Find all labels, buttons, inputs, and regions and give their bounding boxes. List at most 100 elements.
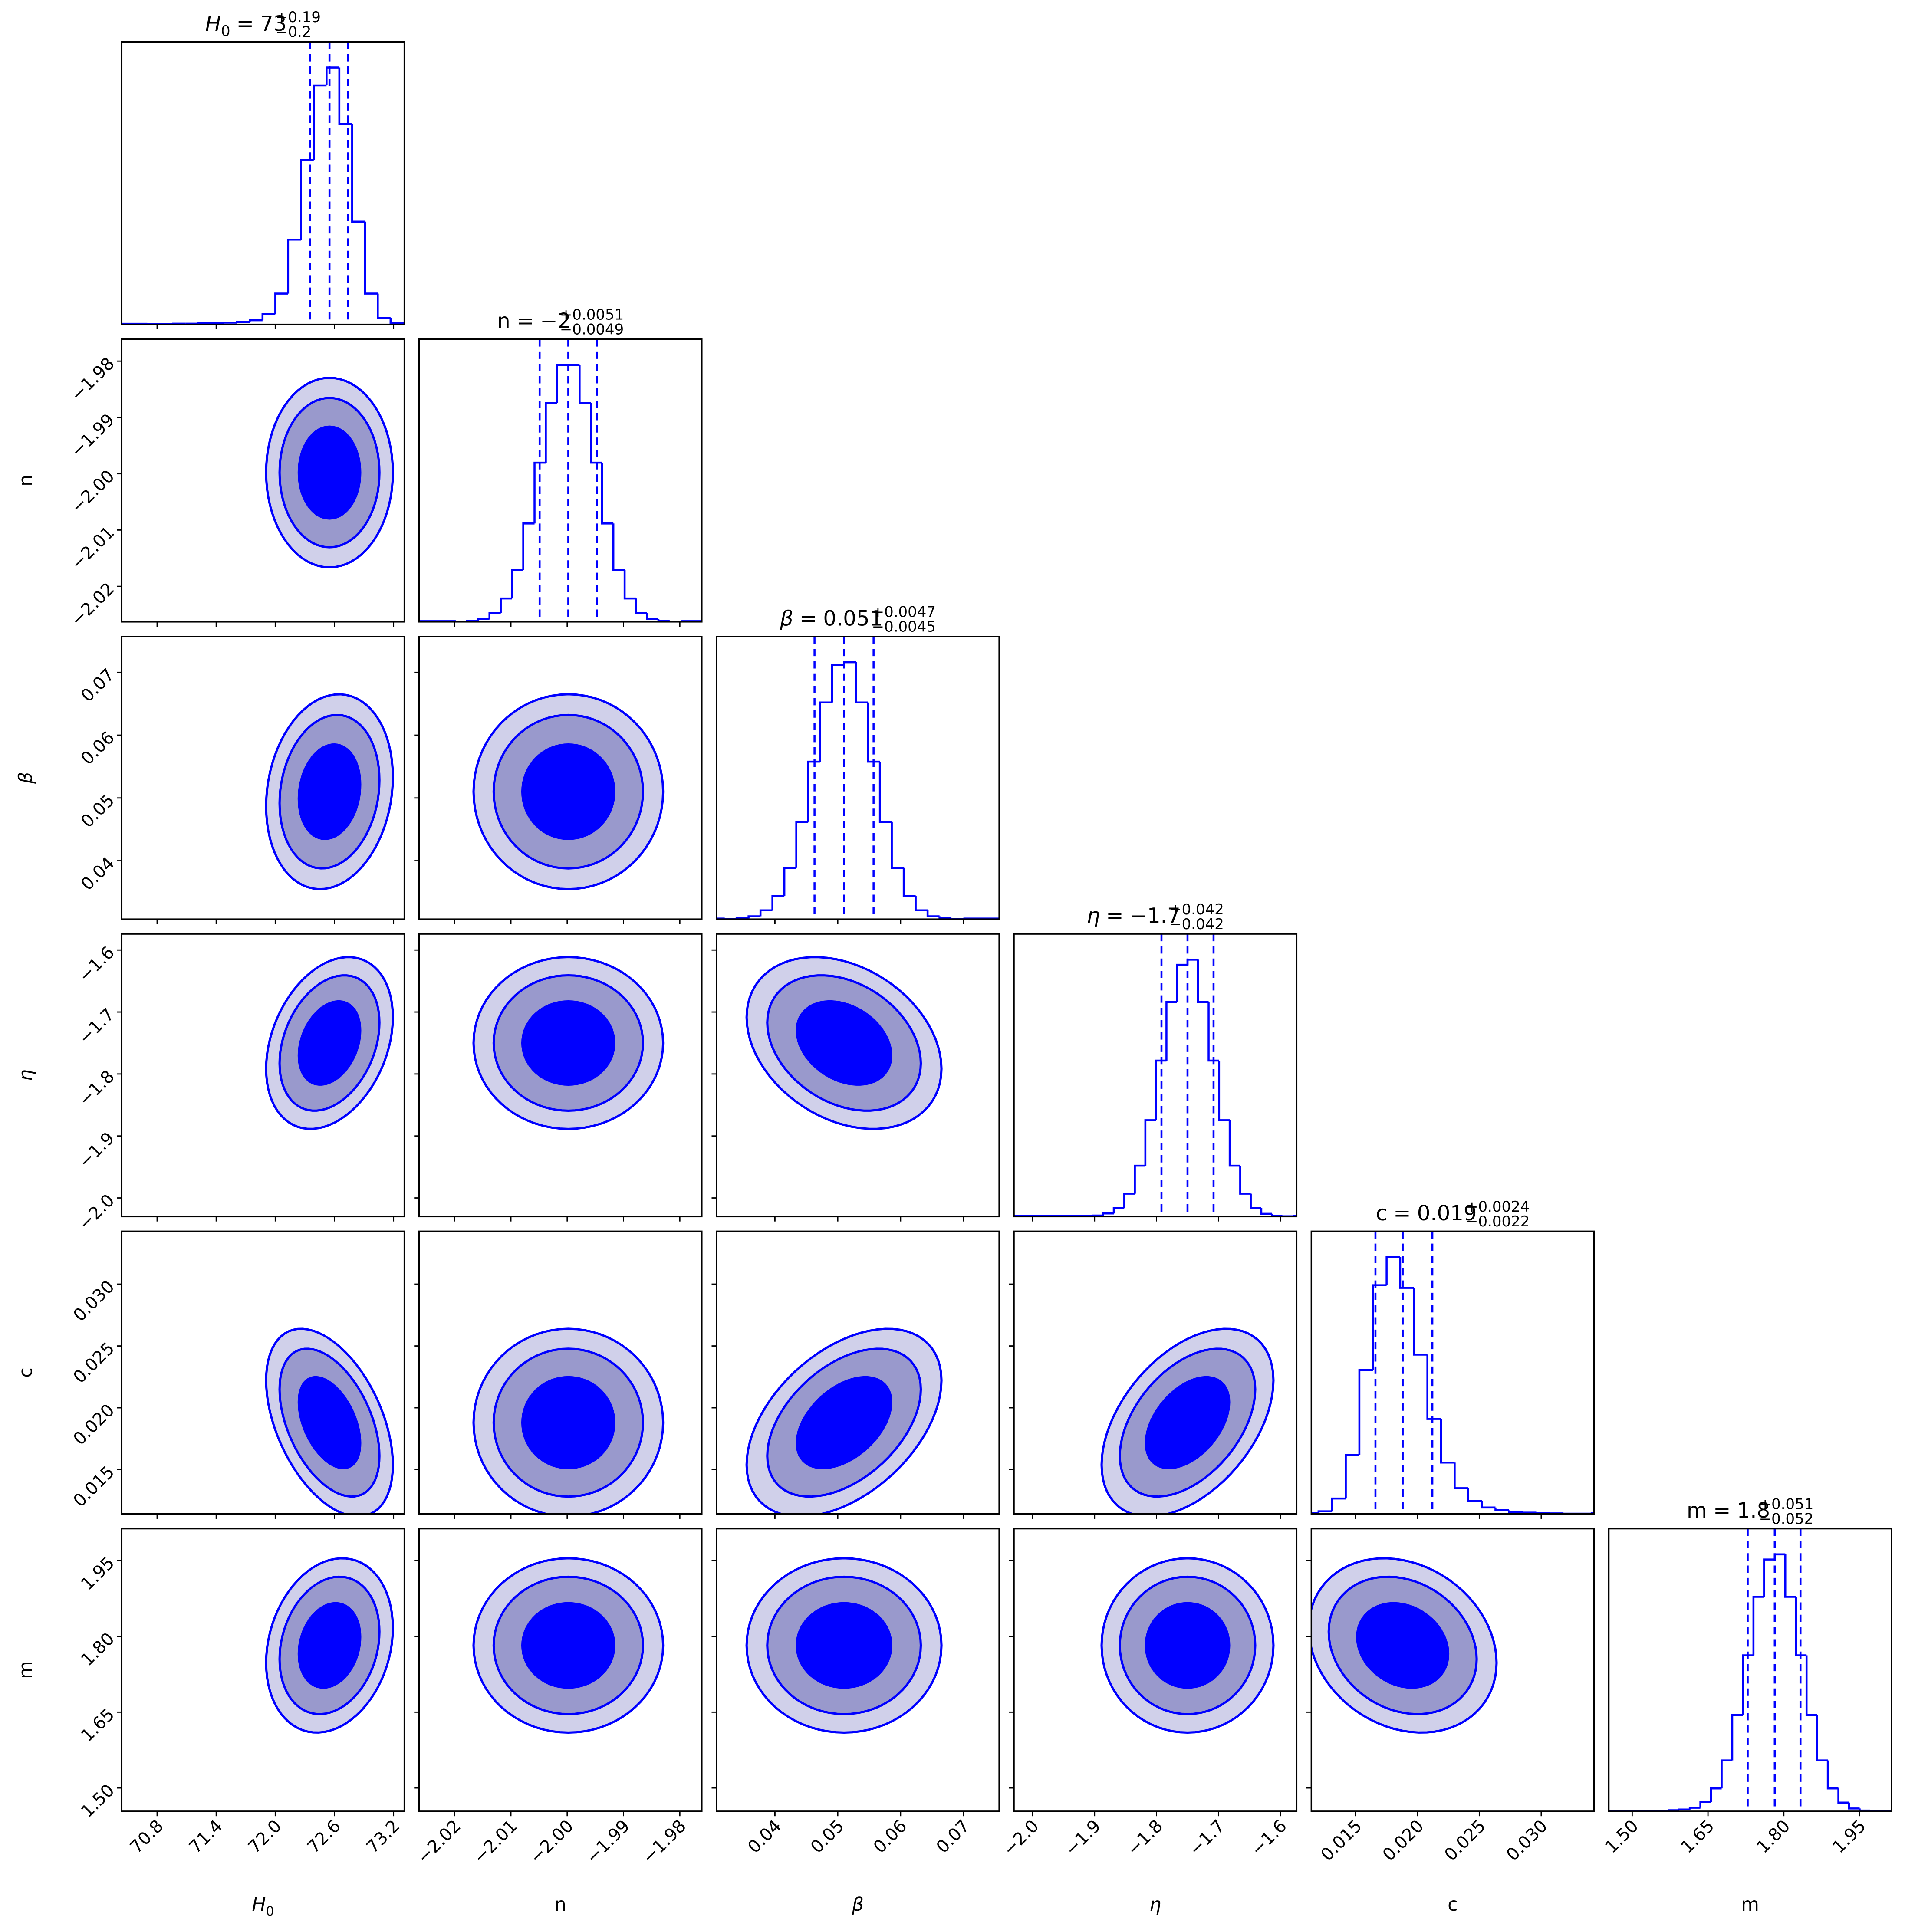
title-plus: +0.051 [1759,1495,1814,1513]
histogram-step [1494,1507,1509,1511]
histogram-step [646,613,658,620]
panel [1100,1557,1275,1734]
panel-frame [418,338,703,623]
histogram-step [771,895,785,910]
histogram-step [1826,1760,1839,1790]
label-symbol: c [16,1367,37,1377]
x-tick-label: 0.030 [1503,1816,1552,1865]
label-symbol: n [555,1894,566,1916]
histogram-step [1270,1213,1283,1217]
x-axis-label: c [1448,1894,1458,1916]
y-tick-label: −2.02 [67,579,118,630]
histogram-step [389,318,405,325]
histogram-step [1102,1212,1114,1216]
label-symbol: n [497,309,510,333]
title-value: 0.019 [1417,1201,1477,1226]
x-tick-label: 71.4 [185,1816,227,1857]
histogram-step [261,313,276,321]
panel-title: H0 = 73 [205,12,287,39]
x-tick-label: 72.0 [244,1816,286,1857]
y-tick-label: −2.00 [67,466,118,517]
histogram-step [351,124,365,223]
x-tick-label: 0.06 [870,1816,911,1857]
x-tick-label: 72.6 [303,1816,345,1857]
histogram-step [300,159,314,240]
title-plus: +0.0024 [1466,1198,1530,1216]
title-separator: = [517,309,534,333]
contour [297,1000,362,1086]
title-plus: +0.0047 [872,604,936,621]
x-tick-label: 1.50 [1601,1816,1642,1857]
x-tick-label: −1.98 [638,1816,690,1867]
histogram-step [1848,1802,1860,1810]
histogram-step [313,84,327,160]
histogram-step [1773,1553,1786,1560]
panel-frame [716,1230,1000,1515]
histogram-step [831,664,844,703]
y-tick-label: 0.06 [77,728,118,769]
contour [297,1376,362,1469]
panel [472,956,665,1130]
panel [1609,1528,1892,1811]
title-value: −2 [540,309,571,333]
contour [297,1602,362,1689]
contour [521,743,615,840]
x-tick-label: 0.07 [932,1816,974,1857]
x-tick-label: −1.99 [582,1816,634,1867]
histogram-step [287,238,301,294]
x-tick-label: 1.65 [1677,1816,1718,1857]
panel-frame [716,1528,1000,1812]
histogram-step [1426,1354,1441,1420]
x-tick-label: −2.0 [999,1816,1043,1860]
label-symbol: β [780,606,793,631]
panel-title: η = −1.7 [1087,904,1181,928]
contour [796,1602,893,1689]
histogram-step [377,293,391,319]
label-symbol: η [16,1069,37,1081]
histogram-step [807,760,820,822]
label-subscript: 0 [221,23,230,39]
histogram-step [1688,1807,1701,1810]
x-tick-label: 0.025 [1441,1816,1490,1865]
histogram-step [1763,1558,1775,1597]
label-symbol: η [1087,904,1100,928]
histogram-step [1710,1787,1722,1802]
panel [716,636,1000,920]
histogram-step [326,66,339,85]
y-axis-label: η [16,1069,37,1081]
label-symbol: n [16,475,37,486]
contour [1145,1376,1231,1469]
panel-title: c = 0.019 [1376,1201,1477,1226]
contour [521,1000,615,1086]
histogram-step [1795,1597,1807,1656]
panel [472,1557,665,1734]
histogram-step [1816,1715,1828,1761]
histogram-step [926,910,940,917]
histogram-step [1742,1654,1754,1715]
title-value: 0.051 [823,606,883,631]
histogram-step [223,322,237,324]
histogram-step [590,403,602,464]
panel-frame [1608,1528,1892,1812]
contour [521,1376,615,1469]
title-value: −1.7 [1130,904,1181,928]
x-tick-label: 70.8 [126,1816,168,1857]
x-tick-label: 0.05 [807,1816,848,1857]
x-tick-label: −2.02 [413,1816,464,1867]
title-minus: −0.052 [1759,1510,1814,1528]
contour [297,743,362,840]
y-axis-label: n [16,475,37,486]
x-tick-label: 1.95 [1829,1816,1870,1857]
histogram-step [338,67,352,125]
histogram-step [579,365,591,404]
histogram-step [1521,1511,1537,1514]
y-tick-label: 1.80 [77,1629,118,1670]
panel-frame [121,933,405,1218]
histogram-step [1413,1288,1428,1356]
histogram-step [1260,1208,1272,1215]
histogram-step [1123,1193,1135,1208]
histogram-step [1155,1059,1167,1120]
histogram-step [635,598,648,614]
histogram-step [500,597,512,613]
histogram-step [1176,963,1188,1002]
